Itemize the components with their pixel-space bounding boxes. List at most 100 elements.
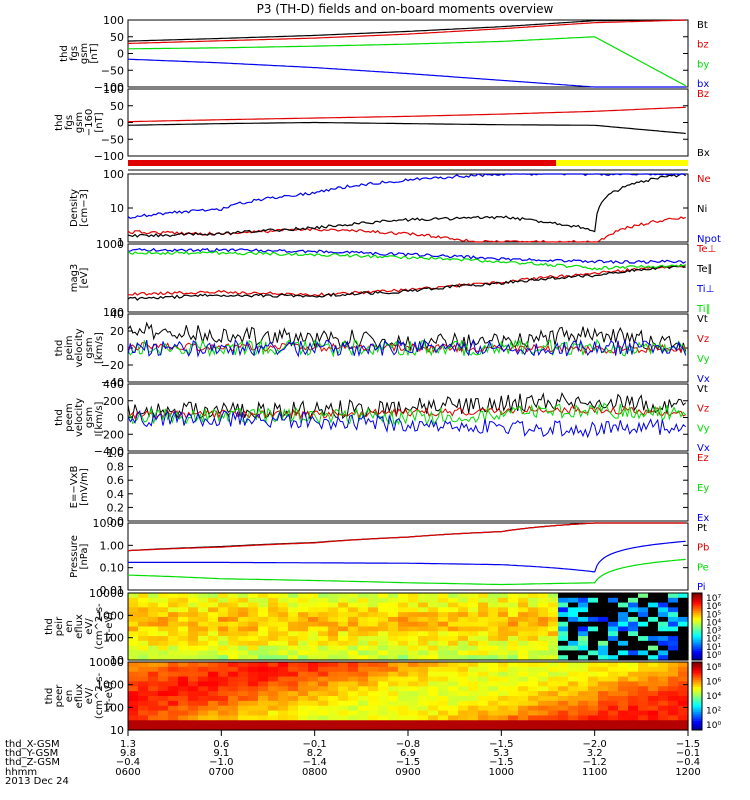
ele-spec-heatmap-cell: [668, 696, 679, 702]
ele-spec-heatmap-cell: [418, 681, 429, 687]
ion-spec-heatmap-cell: [388, 631, 399, 637]
ion-spec-heatmap-cell: [608, 607, 619, 613]
ele-spec-heatmap-cell: [258, 715, 269, 721]
ele-spec-heatmap-cell: [598, 676, 609, 683]
ion-spec-heatmap-cell: [208, 607, 219, 613]
fgs-top-ylabel-line: fgs: [69, 46, 80, 61]
fgs-top-tick-label: 100: [103, 14, 124, 27]
ion-spec-heatmap-cell: [168, 645, 179, 652]
ion-spec-heatmap-cell: [638, 636, 649, 642]
ele-spec-heatmap-cell: [278, 686, 289, 692]
ion-spec-ylabel-line: peir: [54, 616, 65, 636]
ion-spec-heatmap-cell: [478, 655, 489, 661]
ion-spec-heatmap-cell: [528, 631, 539, 637]
ele-spec-heatmap-cell: [638, 725, 649, 731]
ele-spec-heatmap-cell: [518, 681, 529, 687]
ion-spec-heatmap-cell: [378, 593, 389, 599]
ele-spec-heatmap-cell: [188, 681, 199, 687]
ele-spec-heatmap-cell: [668, 671, 679, 678]
ve-ylabel: thd peem velocity gsm [km/s]: [54, 398, 105, 437]
ele-spec-heatmap-cell: [228, 686, 239, 692]
ion-spec-heatmap-cell: [378, 636, 389, 642]
ele-spec-heatmap-cell: [678, 666, 689, 673]
ion-spec-heatmap-cell: [508, 602, 519, 608]
ele-spec-heatmap-cell: [548, 666, 559, 673]
ion-spec-heatmap-cell: [548, 640, 559, 647]
ion-spec-heatmap-cell: [408, 636, 419, 642]
ion-spec-heatmap-cell: [448, 655, 459, 661]
ion-spec-heatmap-cell: [558, 607, 569, 613]
ion-spec-colorbar-step: [692, 644, 702, 648]
ion-spec-heatmap-cell: [538, 621, 549, 628]
ion-spec-heatmap-cell: [198, 621, 209, 628]
ele-spec-heatmap-cell: [618, 676, 629, 683]
ion-spec-heatmap-cell: [408, 602, 419, 608]
ele-spec-heatmap-cell: [478, 710, 489, 717]
ele-spec-heatmap-cell: [408, 676, 419, 683]
ele-spec-heatmap-cell: [468, 696, 479, 702]
ele-spec-heatmap-cell: [138, 725, 149, 731]
fgs-low-series-Bz: [127, 106, 686, 123]
ion-spec-heatmap-cell: [578, 621, 589, 628]
ion-spec-heatmap-cell: [678, 607, 689, 613]
ion-spec-heatmap-cell: [258, 621, 269, 628]
ion-spec-heatmap-cell: [178, 650, 189, 656]
ele-spec-heatmap-cell: [248, 705, 259, 712]
ion-spec-heatmap-cell: [288, 636, 299, 642]
ele-spec-heatmap-cell: [198, 715, 209, 721]
ion-spec-heatmap-cell: [608, 645, 619, 652]
ion-spec-heatmap-cell: [638, 593, 649, 599]
ele-spec-heatmap-cell: [498, 705, 509, 712]
ele-spec-heatmap-cell: [338, 705, 349, 712]
ion-spec-heatmap-cell: [468, 607, 479, 613]
ele-spec-heatmap-cell: [308, 671, 319, 678]
ele-spec-heatmap-cell: [548, 662, 559, 668]
ele-spec-heatmap-cell: [198, 696, 209, 702]
ele-spec-heatmap-cell: [628, 696, 639, 702]
ion-spec-heatmap-cell: [128, 597, 139, 604]
ion-spec-heatmap-cell: [548, 593, 559, 599]
ion-spec-heatmap-cell: [228, 597, 239, 604]
ion-spec-heatmap-cell: [138, 636, 149, 642]
ele-spec-heatmap-cell: [288, 662, 299, 668]
ele-spec-heatmap-cell: [298, 710, 309, 717]
ion-spec-heatmap-cell: [608, 612, 619, 618]
ion-spec-heatmap-cell: [528, 597, 539, 604]
ele-spec-heatmap-cell: [208, 705, 219, 712]
ele-spec-heatmap-cell: [328, 662, 339, 668]
x-axis-value: −0.1: [676, 748, 700, 759]
ion-spec-colorbar-step: [692, 613, 702, 616]
ion-spec-heatmap-cell: [178, 636, 189, 642]
ion-spec-heatmap-cell: [508, 593, 519, 599]
ele-spec-heatmap-cell: [208, 725, 219, 731]
ele-spec-heatmap-cell: [238, 715, 249, 721]
ele-spec-heatmap-cell: [538, 691, 549, 697]
ele-spec-heatmap-cell: [478, 676, 489, 683]
ion-spec-heatmap-cell: [568, 645, 579, 652]
ele-spec-heatmap-cell: [328, 710, 339, 717]
ion-spec-heatmap-cell: [438, 597, 449, 604]
ele-spec-heatmap-cell: [538, 710, 549, 717]
ele-spec-colorbar-step: [692, 707, 702, 711]
x-axis-value: 1000: [489, 767, 514, 778]
ion-spec-heatmap-cell: [198, 593, 209, 599]
ion-spec-heatmap-cell: [288, 621, 299, 628]
ve-ylabel-line: peem: [64, 403, 75, 431]
ion-spec-heatmap-cell: [298, 636, 309, 642]
ele-spec-heatmap-cell: [468, 705, 479, 712]
ion-spec-heatmap-cell: [128, 621, 139, 628]
ion-spec-heatmap-cell: [378, 640, 389, 647]
pressure-legend-entry: Pb: [697, 543, 709, 554]
ion-spec-heatmap-cell: [338, 626, 349, 632]
ion-spec-heatmap-cell: [258, 612, 269, 618]
ele-spec-heatmap-cell: [308, 720, 319, 726]
ele-spec-heatmap-cell: [228, 696, 239, 702]
ion-spec-heatmap-cell: [188, 616, 199, 623]
ele-spec-heatmap-cell: [438, 696, 449, 702]
ion-spec-heatmap-cell: [298, 593, 309, 599]
fgs-low-ylabel-line: gsm: [74, 112, 85, 133]
ion-spec-heatmap-cell: [478, 612, 489, 618]
ele-spec-heatmap-cell: [408, 691, 419, 697]
